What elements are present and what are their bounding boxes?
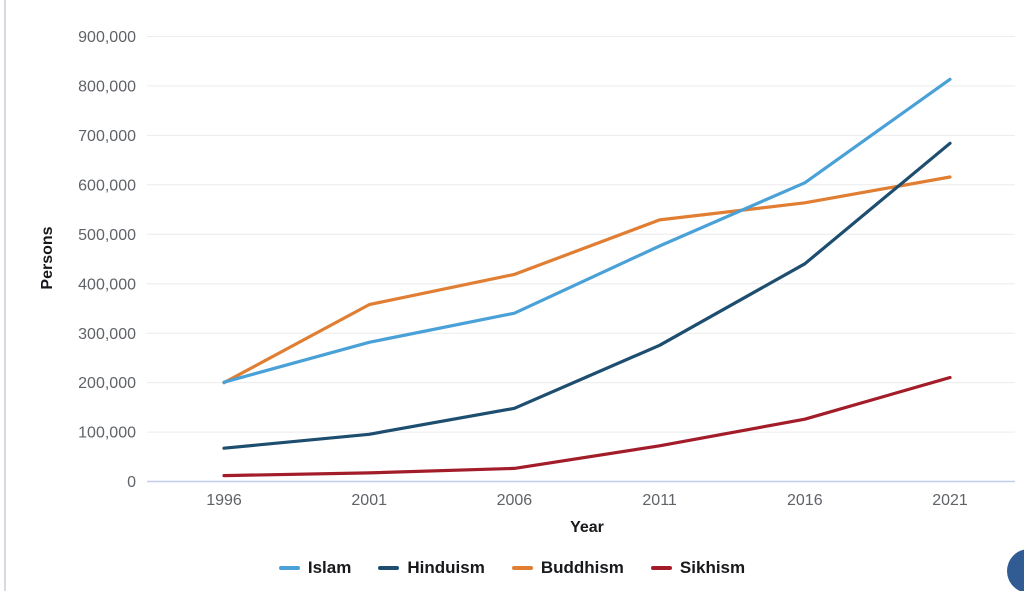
line-chart: 0 100,000 200,000 300,000 400,000 500,000 600,… (78, 29, 1015, 509)
panel-left-border (4, 0, 6, 591)
legend-item-islam[interactable]: Islam (278, 558, 352, 578)
series-line-buddhism (222, 175, 952, 385)
y-tick-label: 600,000 (78, 177, 136, 194)
series-line-hinduism (222, 141, 952, 450)
legend-dash-icon (511, 566, 533, 570)
legend-label: Buddhism (540, 558, 624, 577)
x-tick-label: 2006 (497, 492, 533, 509)
y-tick-label: 400,000 (78, 276, 136, 293)
floating-action-button[interactable] (1007, 549, 1024, 591)
series-line-sikhism (222, 375, 952, 478)
legend-label: Hinduism (407, 558, 485, 577)
x-tick-label: 2001 (351, 492, 387, 509)
y-tick-label: 800,000 (78, 79, 136, 96)
legend-dash-icon (278, 566, 300, 570)
chart-legend: Islam Hinduism Buddhism Sikhism (0, 558, 1024, 578)
y-axis-title: Persons (39, 226, 56, 290)
y-tick-label: 200,000 (78, 375, 136, 392)
legend-dash-icon (650, 566, 672, 570)
legend-dash-icon (378, 566, 400, 570)
y-tick-label: 100,000 (78, 425, 136, 442)
x-tick-label: 2011 (642, 492, 677, 509)
legend-item-buddhism[interactable]: Buddhism (511, 558, 624, 578)
x-tick-label: 2021 (932, 492, 968, 509)
y-tick-label: 900,000 (78, 29, 136, 46)
legend-item-sikhism[interactable]: Sikhism (650, 558, 746, 578)
legend-item-hinduism[interactable]: Hinduism (378, 558, 485, 578)
x-axis-title: Year (570, 519, 604, 536)
y-tick-label: 0 (127, 474, 136, 491)
x-tick-label: 2016 (787, 492, 823, 509)
y-tick-label: 500,000 (78, 227, 136, 244)
x-tick-label: 1996 (206, 492, 242, 509)
y-tick-label: 300,000 (78, 326, 136, 343)
legend-label: Islam (307, 558, 352, 577)
legend-label: Sikhism (679, 558, 746, 577)
y-tick-label: 700,000 (78, 128, 136, 145)
series-line-islam (222, 77, 952, 384)
